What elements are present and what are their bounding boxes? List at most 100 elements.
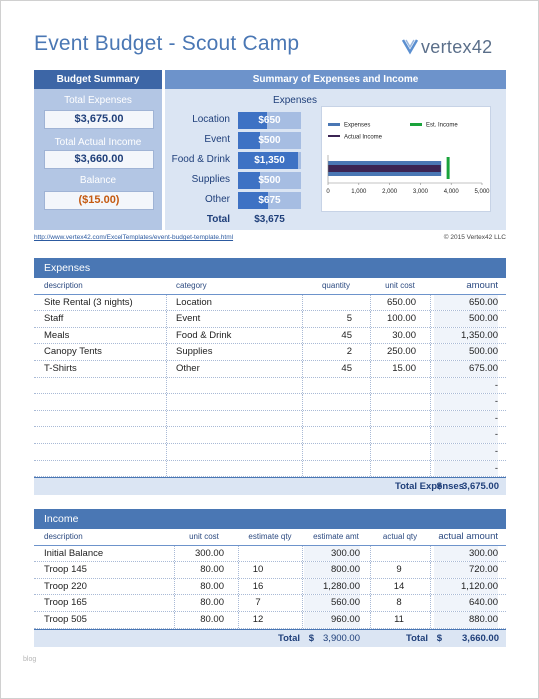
expense-unit-cost[interactable] [364, 427, 416, 443]
expense-category[interactable]: Event [176, 313, 201, 325]
expense-description[interactable] [44, 394, 174, 410]
income-unit-cost[interactable]: 80.00 [200, 597, 224, 609]
income-table-row[interactable]: Initial Balance 300.00 300.00 300.00 [34, 545, 506, 563]
expense-unit-cost[interactable]: 100.00 [386, 313, 416, 325]
expense-quantity[interactable] [304, 427, 352, 443]
vertex42-logo[interactable]: vertex42 [401, 36, 506, 58]
expense-quantity[interactable] [304, 295, 352, 311]
expense-quantity[interactable]: 2 [346, 346, 352, 358]
expense-category[interactable] [176, 427, 296, 443]
income-unit-cost[interactable]: 80.00 [200, 564, 224, 576]
expense-quantity[interactable]: 45 [341, 329, 352, 341]
income-unit-cost[interactable]: 80.00 [200, 580, 224, 592]
expense-description[interactable]: Staff [44, 313, 64, 325]
income-est-qty[interactable]: 16 [252, 580, 264, 592]
expenses-table-row[interactable]: - [34, 394, 506, 411]
income-table-row[interactable]: Troop 145 80.00 10 800.00 9 720.00 [34, 562, 506, 579]
income-description[interactable]: Troop 505 [44, 613, 87, 625]
expense-quantity[interactable] [304, 461, 352, 477]
expense-description[interactable] [44, 444, 174, 460]
income-unit-cost[interactable]: 300.00 [194, 547, 224, 559]
expense-description[interactable]: Meals [44, 329, 70, 341]
expense-category[interactable] [176, 394, 296, 410]
expense-description[interactable] [44, 411, 174, 427]
income-est-qty[interactable]: 12 [252, 613, 264, 625]
expenses-table-row[interactable]: - [34, 377, 506, 395]
income-table-row[interactable]: Troop 165 80.00 7 560.00 8 640.00 [34, 595, 506, 612]
income-description[interactable]: Troop 165 [44, 597, 87, 609]
income-act-qty[interactable] [374, 546, 424, 562]
expense-unit-cost[interactable]: 15.00 [392, 362, 416, 374]
expense-category[interactable] [176, 444, 296, 460]
income-est-qty[interactable]: 7 [255, 597, 261, 609]
expenses-table-row[interactable]: Staff Event 5 100.00 500.00 [34, 311, 506, 328]
expense-amount[interactable]: 675.00 [434, 360, 498, 377]
expenses-table-row[interactable]: - [34, 443, 506, 461]
expense-amount[interactable]: - [434, 427, 498, 443]
income-table-row[interactable]: Troop 220 80.00 16 1,280.00 14 1,120.00 [34, 578, 506, 596]
expenses-table-row[interactable]: - [34, 427, 506, 444]
income-est-amt[interactable]: 960.00 [304, 611, 360, 628]
expense-unit-cost[interactable]: 250.00 [386, 346, 416, 358]
income-act-qty[interactable]: 8 [396, 597, 402, 609]
expense-unit-cost[interactable] [364, 411, 416, 427]
expenses-table-row[interactable]: Meals Food & Drink 45 30.00 1,350.00 [34, 327, 506, 345]
income-act-qty[interactable]: 9 [396, 564, 402, 576]
income-est-amt[interactable]: 1,280.00 [304, 578, 360, 595]
income-act-amt[interactable]: 1,120.00 [434, 578, 498, 595]
expense-quantity[interactable] [304, 378, 352, 394]
income-est-qty[interactable] [240, 546, 276, 562]
expense-category[interactable]: Supplies [176, 346, 213, 358]
income-act-amt[interactable]: 300.00 [434, 545, 498, 562]
expense-category[interactable]: Location [176, 296, 212, 308]
expense-description[interactable] [44, 427, 174, 443]
expense-amount[interactable]: - [434, 394, 498, 410]
income-act-qty[interactable]: 14 [393, 580, 405, 592]
expenses-table-row[interactable]: - [34, 410, 506, 428]
income-est-amt[interactable]: 800.00 [304, 562, 360, 578]
expense-amount[interactable]: - [434, 377, 498, 394]
expense-amount[interactable]: 650.00 [434, 294, 498, 311]
expense-amount[interactable]: 500.00 [434, 344, 498, 360]
income-act-amt[interactable]: 640.00 [434, 595, 498, 611]
expense-amount[interactable]: - [434, 443, 498, 460]
income-act-amt[interactable]: 720.00 [434, 562, 498, 578]
expense-quantity[interactable] [304, 444, 352, 460]
expense-description[interactable] [44, 461, 174, 477]
expense-amount[interactable]: 1,350.00 [434, 327, 498, 344]
income-est-amt[interactable]: 300.00 [304, 545, 360, 562]
expense-quantity[interactable]: 5 [346, 313, 352, 325]
expense-amount[interactable]: - [434, 460, 498, 477]
expense-unit-cost[interactable] [364, 378, 416, 394]
expense-description[interactable] [44, 378, 174, 394]
income-est-qty[interactable]: 10 [252, 564, 264, 576]
income-est-amt[interactable]: 560.00 [304, 595, 360, 611]
expense-quantity[interactable] [304, 411, 352, 427]
expense-description[interactable]: Canopy Tents [44, 346, 102, 358]
template-link[interactable]: http://www.vertex42.com/ExcelTemplates/e… [34, 234, 234, 241]
expense-category[interactable] [176, 411, 296, 427]
income-act-amt[interactable]: 880.00 [434, 611, 498, 628]
expense-amount[interactable]: - [434, 410, 498, 427]
expense-amount[interactable]: 500.00 [434, 311, 498, 327]
income-table-row[interactable]: Troop 505 80.00 12 960.00 11 880.00 [34, 611, 506, 629]
expense-quantity[interactable] [304, 394, 352, 410]
expense-description[interactable]: T-Shirts [44, 362, 77, 374]
expense-unit-cost[interactable]: 650.00 [386, 296, 416, 308]
expenses-table-row[interactable]: - [34, 460, 506, 478]
expenses-table-row[interactable]: Site Rental (3 nights) Location 650.00 650.… [34, 294, 506, 312]
expense-description[interactable]: Site Rental (3 nights) [44, 296, 133, 308]
expense-unit-cost[interactable] [364, 394, 416, 410]
expense-category[interactable] [176, 378, 296, 394]
income-description[interactable]: Troop 145 [44, 564, 87, 576]
income-act-qty[interactable]: 11 [394, 613, 404, 625]
expense-unit-cost[interactable] [364, 461, 416, 477]
income-unit-cost[interactable]: 80.00 [200, 613, 224, 625]
income-description[interactable]: Troop 220 [44, 580, 87, 592]
expense-unit-cost[interactable] [364, 444, 416, 460]
expenses-table-row[interactable]: Canopy Tents Supplies 2 250.00 500.00 [34, 344, 506, 361]
income-description[interactable]: Initial Balance [44, 547, 104, 559]
expense-category[interactable] [176, 461, 296, 477]
expense-quantity[interactable]: 45 [341, 362, 352, 374]
expense-unit-cost[interactable]: 30.00 [392, 329, 416, 341]
